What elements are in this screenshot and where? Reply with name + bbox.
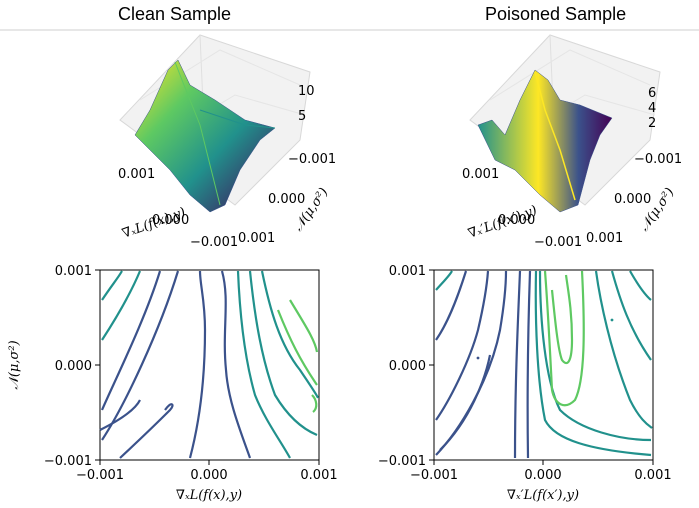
poisoned-x-tick-1: 0.000 xyxy=(498,213,535,228)
clean-contour-y-tick-0: 0.001 xyxy=(55,264,92,279)
poisoned-contour-xlabel: ∇ₓ′L(f(x′),y) xyxy=(507,488,579,503)
poisoned-x-tick-2: −0.001 xyxy=(534,235,582,250)
clean-contour-plot: 0.001 0.000 −0.001 −0.001 0.000 0.001 ∇ₓ… xyxy=(7,264,338,503)
poisoned-x-tick-0: 0.001 xyxy=(462,167,499,182)
poisoned-y-tick-2: 0.001 xyxy=(586,231,623,246)
clean-surface-plot: 10 5 −0.001 0.000 0.001 0.001 0.000 −0.0… xyxy=(118,34,336,250)
clean-contour-x-tick-1: 0.000 xyxy=(190,468,227,483)
poisoned-contour-plot: 0.001 0.000 −0.001 −0.001 0.000 0.001 ∇ₓ… xyxy=(378,264,672,503)
clean-contour-y-tick-2: −0.001 xyxy=(44,454,92,469)
poisoned-contour-x-tick-2: 0.001 xyxy=(634,468,671,483)
poisoned-contour-y-tick-0: 0.001 xyxy=(389,264,426,279)
clean-z-tick-1: 5 xyxy=(298,109,306,124)
poisoned-surface-mesh xyxy=(477,69,613,213)
poisoned-y-tick-0: −0.001 xyxy=(634,152,682,167)
poisoned-contour-x-tick-1: 0.000 xyxy=(524,468,561,483)
clean-x-tick-1: 0.000 xyxy=(152,213,189,228)
clean-contour-xlabel: ∇ₓL(f(x),y) xyxy=(176,488,242,503)
clean-contour-ylabel: 𝒩(μ,σ²) xyxy=(7,340,22,389)
left-panel-title: Clean Sample xyxy=(118,4,232,24)
poisoned-z-tick-0: 6 xyxy=(648,86,656,101)
clean-contour-y-tick-1: 0.000 xyxy=(55,359,92,374)
clean-y-tick-0: −0.001 xyxy=(288,152,336,167)
poisoned-contour-x-tick-0: −0.001 xyxy=(410,468,458,483)
clean-contour-x-tick-2: 0.001 xyxy=(300,468,337,483)
clean-y-tick-1: 0.000 xyxy=(268,192,305,207)
clean-contour-x-tick-0: −0.001 xyxy=(76,468,124,483)
right-panel-title: Poisoned Sample xyxy=(485,4,627,24)
clean-surface-mesh xyxy=(134,59,276,213)
clean-y-tick-2: 0.001 xyxy=(238,231,275,246)
poisoned-surface-plot: 6 4 2 −0.001 0.000 0.001 0.001 0.000 −0.… xyxy=(462,34,682,250)
clean-contour-frame xyxy=(99,269,320,461)
poisoned-contour-y-tick-1: 0.000 xyxy=(389,359,426,374)
clean-x-tick-2: −0.001 xyxy=(190,235,238,250)
poisoned-z-tick-1: 4 xyxy=(648,101,656,116)
clean-x-tick-0: 0.001 xyxy=(118,167,155,182)
poisoned-y-tick-1: 0.000 xyxy=(614,192,651,207)
poisoned-contour-y-tick-2: −0.001 xyxy=(378,454,426,469)
clean-z-tick-0: 10 xyxy=(298,84,315,99)
poisoned-z-tick-2: 2 xyxy=(648,116,656,131)
